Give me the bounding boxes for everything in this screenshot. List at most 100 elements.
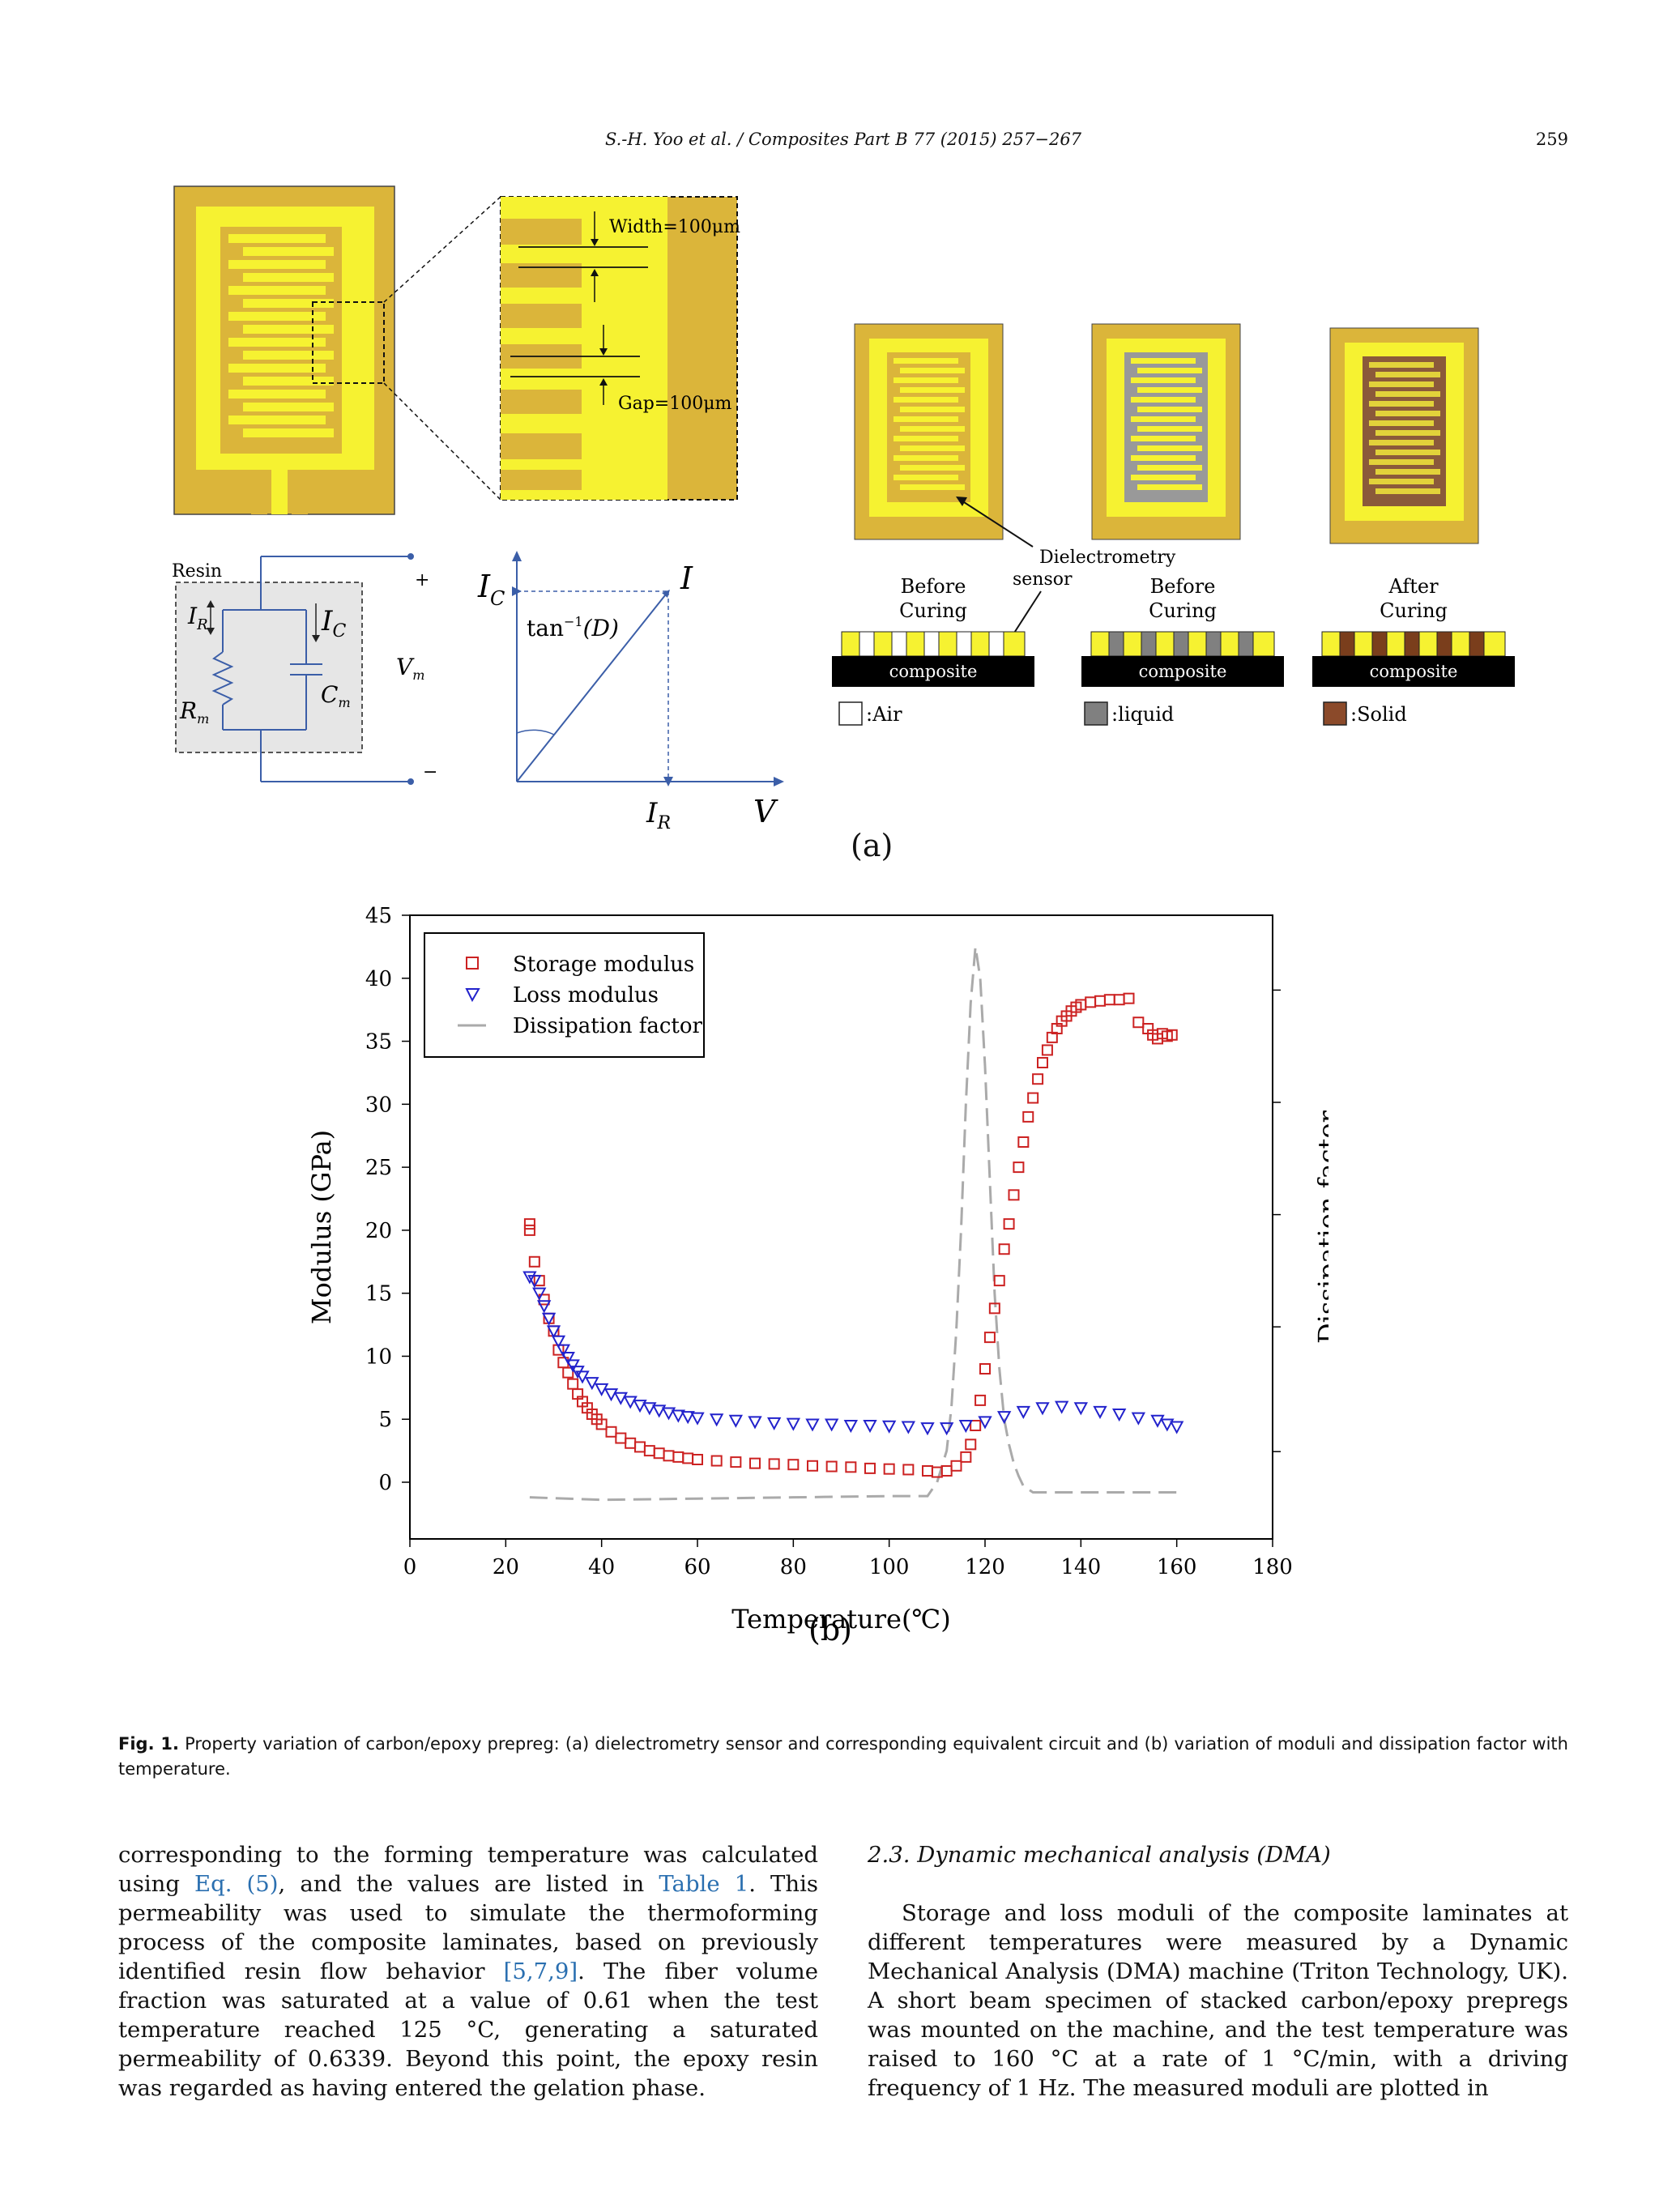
loss-modulus-point — [1093, 1405, 1107, 1419]
table1-link[interactable]: Table 1 — [659, 1871, 749, 1897]
storage-modulus-point — [998, 1243, 1010, 1255]
storage-modulus-point — [1003, 1218, 1015, 1230]
x-tick-label: 120 — [965, 1555, 1005, 1579]
storage-modulus-point — [1103, 994, 1115, 1006]
composite-layer — [832, 656, 1034, 687]
loss-modulus-point — [551, 1335, 566, 1349]
loss-modulus-point — [939, 1422, 954, 1436]
storage-modulus-point — [1166, 1029, 1178, 1041]
storage-modulus-point — [1032, 1073, 1044, 1085]
storage-modulus-point — [730, 1456, 742, 1468]
equivalent-circuit — [175, 553, 414, 785]
storage-modulus-point — [643, 1445, 655, 1457]
loss-modulus-point — [633, 1400, 647, 1413]
eq5-link[interactable]: Eq. (5) — [194, 1871, 279, 1897]
gap-cell — [1469, 631, 1485, 657]
loss-modulus-point — [996, 1411, 1012, 1425]
gap-cell — [1371, 631, 1388, 657]
y-axis-label: Modulus (GPa) — [306, 1130, 337, 1324]
loss-modulus-point — [603, 1388, 619, 1402]
legend-series-label: Storage modulus — [513, 953, 694, 977]
body-left-column: corresponding to the forming temperature… — [118, 1842, 818, 2101]
loss-modulus-point — [786, 1417, 801, 1431]
storage-modulus-point — [1022, 1110, 1034, 1123]
ic-label: IC — [321, 605, 346, 641]
loss-modulus-point — [651, 1404, 667, 1418]
loss-modulus-point — [541, 1312, 557, 1326]
storage-modulus-point — [615, 1432, 627, 1444]
y-tick-label: 25 — [365, 1156, 392, 1180]
storage-modulus-point — [1123, 992, 1135, 1004]
composite-label: composite — [1139, 662, 1227, 681]
composite-layer — [1081, 656, 1284, 687]
caption-text: Property variation of carbon/epoxy prepr… — [118, 1734, 1568, 1779]
composite-layer — [1312, 656, 1515, 687]
y-tick-label: 45 — [365, 904, 392, 928]
storage-modulus-point — [1013, 1161, 1025, 1174]
storage-modulus-point — [625, 1437, 637, 1449]
minus-terminal: − — [423, 762, 437, 782]
loss-modulus-point — [623, 1396, 638, 1409]
storage-modulus-point — [940, 1465, 953, 1477]
stage-label-line2: Curing — [1380, 599, 1448, 622]
vm-label: Vm — [396, 654, 424, 683]
curing-stage-sensors — [854, 323, 1479, 657]
chart-b: 0 20 40 60 80 100 120 140 160 180 0 5 10 15 20 25 30 35 40… — [306, 904, 1328, 1647]
x-tick-label: 60 — [684, 1555, 710, 1579]
storage-modulus-point — [605, 1426, 617, 1438]
storage-modulus-point — [970, 1420, 982, 1431]
x-tick-label: 80 — [780, 1555, 807, 1579]
storage-modulus-point — [749, 1457, 761, 1469]
storage-modulus-point — [1113, 994, 1125, 1006]
loss-modulus-point — [881, 1420, 897, 1434]
loss-modulus-point — [978, 1416, 992, 1430]
legend-label: :liquid — [1111, 703, 1174, 726]
gap-cell — [1436, 631, 1452, 657]
loss-modulus-point — [728, 1414, 744, 1428]
gap-cell — [1141, 631, 1157, 657]
chart-legend: Storage modulus Loss modulus Dissipation f… — [424, 932, 705, 1058]
gap-cell — [923, 631, 940, 657]
stage-label-line2: Curing — [899, 599, 967, 622]
loss-modulus-point — [613, 1392, 629, 1405]
page-number: 259 — [1535, 130, 1568, 149]
storage-modulus-point — [787, 1459, 800, 1471]
storage-modulus-point — [523, 1224, 535, 1236]
y-tick-label: 5 — [378, 1408, 392, 1432]
storage-modulus-point — [983, 1332, 996, 1344]
loss-modulus-point — [594, 1383, 609, 1396]
storage-modulus-point — [692, 1454, 703, 1465]
loss-modulus-point — [958, 1420, 974, 1434]
storage-modulus-point — [845, 1461, 857, 1473]
gap-cell — [891, 631, 907, 657]
storage-modulus-point — [562, 1366, 574, 1379]
loss-modulus-point — [766, 1417, 782, 1430]
loss-modulus-point — [709, 1413, 724, 1427]
legend-swatch — [1084, 701, 1108, 726]
x-tick-label: 20 — [493, 1555, 519, 1579]
y-tick-label: 0 — [378, 1471, 392, 1495]
storage-modulus-point — [807, 1460, 818, 1472]
rm-label: Rm — [179, 697, 209, 727]
phasor-diagram — [516, 556, 778, 782]
y-tick-label: 15 — [365, 1282, 392, 1306]
loss-modulus-point — [561, 1352, 575, 1366]
stage-label-line1: Before — [1150, 575, 1216, 598]
legend-triangle-marker — [465, 988, 480, 1003]
y-tick-label: 40 — [365, 967, 392, 991]
body-right-column: 2.3. Dynamic mechanical analysis (DMA) S… — [868, 1840, 1568, 2103]
storage-modulus-point — [523, 1218, 535, 1230]
stage-label-line1: Before — [901, 575, 966, 598]
panel-b-label: (b) — [808, 1612, 852, 1647]
legend-label: :Solid — [1350, 703, 1407, 726]
ref-link[interactable]: [5,7,9] — [503, 1958, 578, 1984]
stage-label-line2: Curing — [1149, 599, 1217, 622]
loss-modulus-point — [546, 1325, 561, 1339]
storage-modulus-point — [979, 1363, 991, 1375]
storage-modulus-point — [883, 1463, 895, 1475]
loss-modulus-point — [843, 1420, 859, 1434]
storage-modulus-point — [1085, 996, 1097, 1008]
legend-swatch — [838, 701, 863, 726]
loss-modulus-point — [824, 1418, 839, 1432]
legend-series-label: Loss modulus — [513, 983, 659, 1008]
